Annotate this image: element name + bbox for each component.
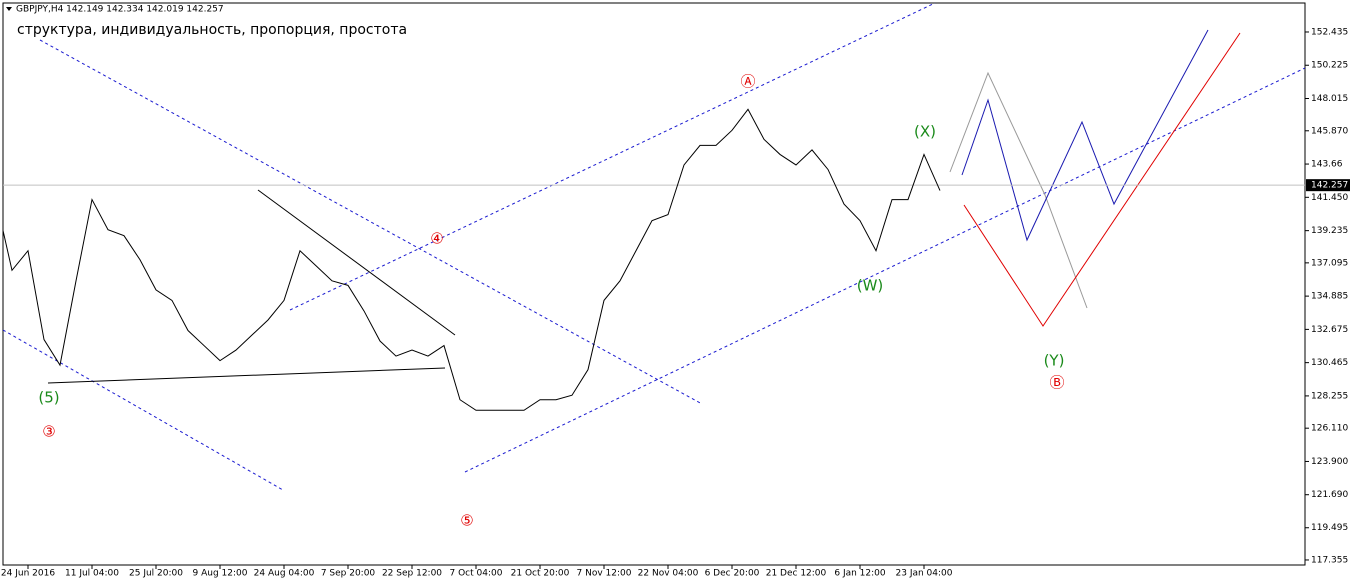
- wave-label: ③: [42, 423, 55, 441]
- trend-line: [47, 367, 446, 384]
- x-tick-label: 6 Dec 20:00: [705, 569, 760, 579]
- plot-frame: [2, 2, 1306, 566]
- wave-label: (X): [914, 123, 936, 141]
- menu-arrow: [6, 7, 12, 11]
- x-tick-label: 7 Sep 20:00: [321, 569, 376, 579]
- x-tick-label: 24 Aug 04:00: [254, 569, 315, 579]
- trend-line: [257, 189, 456, 336]
- channel-line: [289, 3, 936, 311]
- y-tick-label: 148.015: [1311, 94, 1348, 104]
- x-tick-label: 22 Sep 12:00: [382, 569, 442, 579]
- overlays: [3, 3, 1305, 491]
- x-tick-label: 23 Jan 04:00: [896, 569, 953, 579]
- wave-label: (W): [857, 277, 884, 295]
- y-tick-label: 132.675: [1311, 325, 1348, 335]
- x-tick-label: 7 Oct 04:00: [450, 569, 503, 579]
- wave-label: Ⓑ: [1049, 374, 1064, 392]
- y-tick-label: 143.66: [1311, 160, 1343, 170]
- plot: [3, 108, 1305, 411]
- x-tick-label: 9 Aug 12:00: [193, 569, 248, 579]
- y-tick-label: 150.225: [1311, 61, 1348, 71]
- y-tick-label: 141.450: [1311, 193, 1348, 203]
- forecast-path: [949, 71, 1088, 309]
- y-tick-label: 119.495: [1311, 523, 1348, 533]
- wave-label: (Y): [1044, 352, 1065, 370]
- y-tick-label: 126.110: [1311, 424, 1348, 434]
- y-tick-label: 152.435: [1311, 27, 1348, 37]
- x-tick-label: 21 Oct 20:00: [511, 569, 570, 579]
- price-line: [3, 108, 941, 411]
- x-tick-label: 6 Jan 12:00: [834, 569, 886, 579]
- y-tick-label: 123.900: [1311, 457, 1348, 467]
- y-tick-label: 134.885: [1311, 292, 1348, 302]
- channel-line: [464, 67, 1305, 473]
- y-tick-label: 145.870: [1311, 126, 1348, 136]
- forecast-path: [961, 29, 1209, 242]
- y-tick-label: 117.355: [1311, 555, 1348, 565]
- y-tick-label: 130.465: [1311, 358, 1348, 368]
- x-tick-label: 7 Nov 12:00: [577, 569, 632, 579]
- forecast-path: [963, 32, 1241, 327]
- y-tick-label: 121.690: [1311, 490, 1348, 500]
- y-tick-label: 128.255: [1311, 391, 1348, 401]
- x-tick-label: 25 Jul 20:00: [129, 569, 183, 579]
- x-tick-label: 24 Jun 2016: [1, 569, 55, 579]
- x-tick-label: 11 Jul 04:00: [65, 569, 119, 579]
- current-price-box: [1306, 179, 1350, 192]
- wave-label: ④: [430, 230, 443, 248]
- x-tick-label: 21 Dec 12:00: [766, 569, 827, 579]
- current-price-label: 142.257: [1311, 181, 1348, 191]
- chart-subtitle: структура, индивидуальность, пропорция, …: [17, 22, 407, 38]
- x-tick-label: 22 Nov 04:00: [638, 569, 699, 579]
- y-tick-label: 139.235: [1311, 226, 1348, 236]
- wave-label: ⑤: [460, 512, 473, 530]
- wave-label: (5): [38, 389, 59, 407]
- wave-label: Ⓐ: [740, 73, 755, 91]
- chart-title: GBPJPY,H4 142.149 142.334 142.019 142.25…: [16, 5, 224, 15]
- y-tick-label: 137.095: [1311, 258, 1348, 268]
